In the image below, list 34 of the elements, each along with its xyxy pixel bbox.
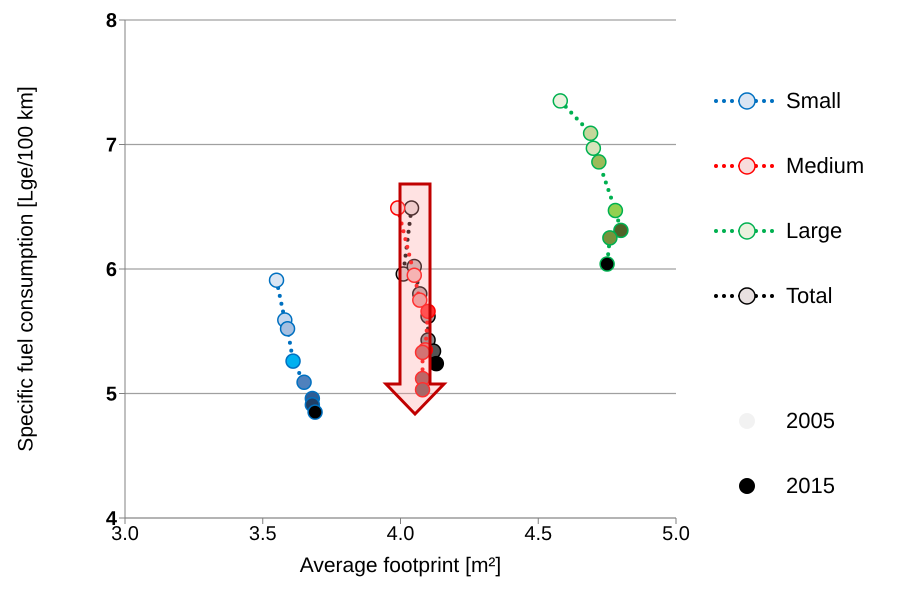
y-axis-title: Specific fuel consumption [Lge/100 km] bbox=[14, 86, 38, 452]
x-tick-label: 5.0 bbox=[662, 523, 690, 546]
point bbox=[296, 374, 312, 390]
legend-label: 2015 bbox=[786, 472, 835, 498]
legend-label: Medium bbox=[786, 152, 864, 178]
point bbox=[602, 230, 618, 246]
legend-label: Total bbox=[786, 282, 832, 308]
point bbox=[414, 382, 430, 398]
y-tick-label: 7 bbox=[106, 134, 117, 157]
point bbox=[412, 292, 428, 308]
point bbox=[608, 202, 624, 218]
legend-label: Small bbox=[786, 88, 842, 114]
point bbox=[280, 321, 296, 337]
point bbox=[591, 154, 607, 170]
point bbox=[268, 272, 284, 288]
legend-label: 2005 bbox=[786, 408, 835, 434]
legend-label: Large bbox=[786, 218, 842, 244]
point bbox=[586, 140, 602, 156]
x-tick-label: 4.0 bbox=[386, 523, 414, 546]
point bbox=[414, 344, 430, 360]
point bbox=[582, 126, 598, 142]
y-tick-label: 8 bbox=[106, 10, 117, 32]
point bbox=[285, 353, 301, 369]
x-axis-title: Average footprint [m²] bbox=[300, 554, 502, 577]
point bbox=[552, 93, 568, 109]
point bbox=[420, 304, 436, 320]
x-tick-label: 4.5 bbox=[524, 523, 552, 546]
point bbox=[406, 267, 422, 283]
point bbox=[613, 222, 629, 238]
y-tick-label: 6 bbox=[106, 259, 117, 282]
point bbox=[390, 200, 406, 216]
x-tick-label: 3.5 bbox=[248, 523, 277, 546]
y-tick-label: 5 bbox=[106, 384, 117, 406]
point bbox=[404, 200, 420, 216]
